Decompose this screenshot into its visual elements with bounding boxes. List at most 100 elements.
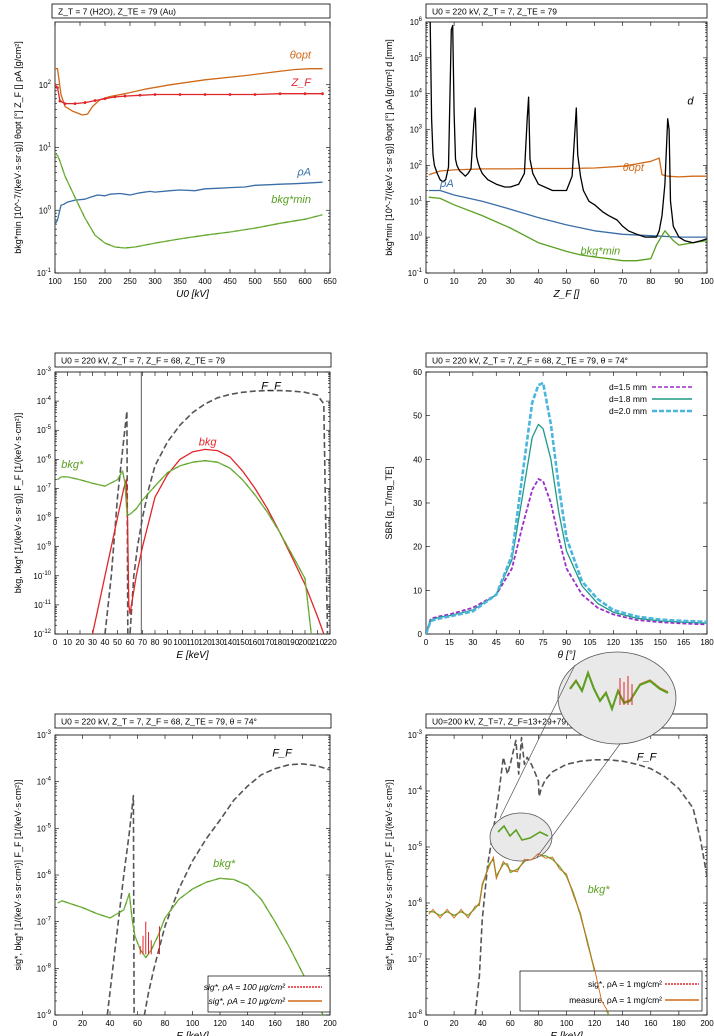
- legend-entry: sig*, ρA = 100 μg/cm²: [204, 982, 286, 992]
- x-tick-label: 210: [311, 638, 325, 647]
- series-line-measure: [428, 852, 609, 1013]
- y-tick-label: 100: [39, 205, 52, 215]
- y-tick-label: 10-6: [37, 870, 52, 880]
- x-tick-label: 170: [261, 638, 275, 647]
- legend-box: [207, 975, 331, 1013]
- y-tick-label: 10-4: [37, 396, 52, 406]
- y-tick-label: 106: [410, 17, 423, 27]
- series-line-bkg-: [57, 460, 312, 634]
- y-tick-label: 10-9: [37, 1010, 52, 1020]
- series-point: [138, 93, 142, 97]
- y-tick-label: 10-9: [37, 542, 52, 552]
- series-point: [278, 92, 282, 96]
- chart-title-box: [54, 352, 332, 368]
- series-point: [113, 95, 117, 99]
- x-tick-label: 90: [163, 638, 172, 647]
- x-tick-label: 70: [138, 638, 147, 647]
- series-overlay: [57, 877, 324, 1015]
- x-axis-label: E [keV]: [176, 650, 208, 661]
- series-overlay: [428, 855, 610, 1015]
- legend-entry: sig*, ρA = 10 μg/cm²: [208, 996, 286, 1006]
- x-tick-label: 30: [506, 277, 515, 286]
- series-point: [303, 92, 307, 96]
- chart-panel-3: U0 = 220 kV, Z_T = 7, Z_F = 68, Z_TE = 7…: [13, 352, 337, 661]
- y-axis-label: bkg, bkg* [1/(keV·s·sr·g)] F_F [1/(keV·s…: [13, 413, 23, 594]
- series-group: [57, 763, 330, 1015]
- x-tick-label: 135: [630, 638, 644, 647]
- x-tick-label: 180: [700, 638, 714, 647]
- series-point: [83, 101, 87, 104]
- y-tick-label: 10-7: [408, 954, 423, 964]
- x-tick-label: 140: [241, 1019, 255, 1028]
- x-tick-label: 150: [653, 638, 667, 647]
- x-tick-label: 20: [76, 638, 85, 647]
- x-tick-label: 20: [478, 277, 487, 286]
- y-tick-label: 60: [413, 368, 422, 377]
- x-tick-label: 400: [198, 277, 212, 286]
- y-tick-label: 10-5: [37, 823, 52, 833]
- y-tick-label: 10-3: [37, 730, 52, 740]
- y-tick-label: 10-8: [37, 963, 52, 973]
- y-tick-label: 10-8: [408, 1010, 423, 1020]
- x-axis-label: E [keV]: [550, 1031, 582, 1036]
- x-tick-label: 105: [583, 638, 597, 647]
- chart-title: Z_T = 7 (H2O), Z_TE = 79 (Au): [58, 7, 176, 17]
- x-tick-label: 20: [78, 1019, 87, 1028]
- x-tick-label: 45: [492, 638, 501, 647]
- x-tick-label: 300: [148, 277, 162, 286]
- y-tick-label: 10: [413, 586, 422, 595]
- x-tick-label: 90: [562, 638, 571, 647]
- y-tick-label: 10-11: [34, 600, 52, 610]
- x-axis-label: E [keV]: [176, 1031, 208, 1036]
- chart-title-box: [425, 352, 708, 368]
- label-zf: Z_F: [290, 77, 312, 89]
- label-theta-opt: θopt: [290, 50, 312, 62]
- y-tick-label: 20: [413, 543, 422, 552]
- x-axis-label: θ [°]: [558, 650, 576, 661]
- chart-panel-2: U0 = 220 kV, Z_T = 7, Z_TE = 79 0 10 20 30 40…: [384, 3, 714, 300]
- series-point: [55, 83, 57, 87]
- series-line-d-1-8-mm: [426, 423, 707, 634]
- x-tick-label: 40: [106, 1019, 115, 1028]
- x-tick-label: 180: [273, 638, 287, 647]
- series-group: [426, 381, 707, 634]
- legend-entry: measure, ρA = 1 mg/cm²: [569, 995, 662, 1005]
- x-tick-label: 60: [506, 1019, 515, 1028]
- x-tick-label: 550: [273, 277, 287, 286]
- x-tick-label: 80: [646, 277, 655, 286]
- x-tick-label: 60: [515, 638, 524, 647]
- x-tick-label: 50: [562, 277, 571, 286]
- series-overlay: [57, 460, 312, 634]
- chart-title: U0 = 220 kV, Z_T = 7, Z_TE = 79: [432, 7, 557, 17]
- zoomed-bkg-curve: [569, 670, 669, 712]
- series-group: [55, 68, 324, 249]
- x-tick-label: 110: [186, 638, 199, 647]
- label-bkg-star: bkg*: [61, 459, 84, 471]
- x-tick-label: 200: [323, 1019, 337, 1028]
- series-line-d: [429, 22, 707, 244]
- series-point: [153, 93, 157, 96]
- series-line--opt: [55, 68, 323, 116]
- y-tick-label: 0: [418, 630, 423, 639]
- chart-title: U0 = 220 kV, Z_T = 7, Z_F = 68, Z_TE = 7…: [61, 717, 257, 727]
- series-line-f-f: [104, 389, 329, 634]
- series-point: [73, 102, 77, 106]
- x-tick-label: 140: [223, 638, 237, 647]
- x-tick-label: 150: [236, 638, 250, 647]
- label-theta-opt: θopt: [623, 162, 645, 174]
- y-tick-label: 10-6: [408, 898, 423, 908]
- x-tick-label: 140: [616, 1019, 630, 1028]
- y-tick-label: 10-6: [37, 454, 52, 464]
- x-tick-label: 100: [560, 1019, 574, 1028]
- x-tick-label: 220: [323, 638, 337, 647]
- label-bkg-star: bkg*: [588, 884, 611, 896]
- x-tick-label: 0: [424, 638, 429, 647]
- y-tick-label: 10-3: [408, 730, 423, 740]
- label-rho-a: ρA: [296, 166, 311, 178]
- y-tick-label: 10-7: [37, 483, 52, 493]
- x-tick-label: 30: [88, 638, 97, 647]
- x-tick-label: 40: [478, 1019, 487, 1028]
- y-tick-label: 101: [410, 196, 423, 206]
- plot-frame: [54, 371, 331, 635]
- x-tick-label: 80: [161, 1019, 170, 1028]
